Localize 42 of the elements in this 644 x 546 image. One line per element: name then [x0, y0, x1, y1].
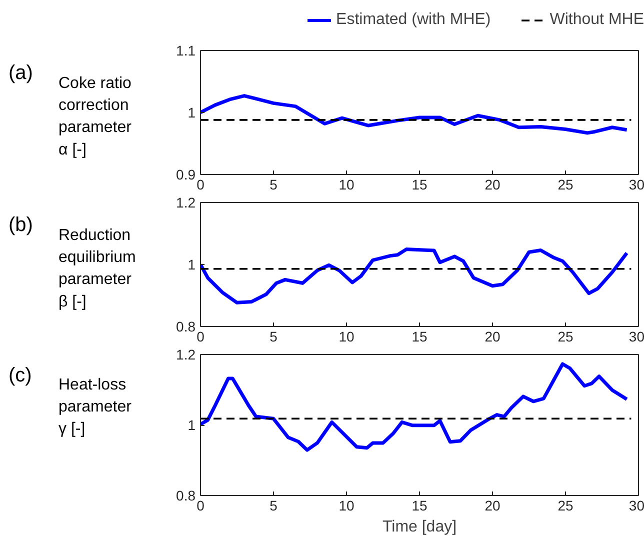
y-axis-title: Heat-loss parameter γ [-] [58, 376, 132, 438]
y-tick-label: 1.2 [176, 346, 196, 362]
line-series [200, 362, 629, 452]
x-tick-label: 20 [484, 328, 500, 344]
y-tick-label: 0.8 [176, 488, 196, 504]
y-tick-label: 1.2 [176, 194, 196, 210]
x-tick-label: 30 [628, 176, 644, 192]
x-tick-label: 10 [338, 176, 354, 192]
line-series [200, 248, 629, 304]
text: (c) [8, 364, 32, 387]
x-tick-label: 0 [196, 328, 205, 344]
x-tick-label: 25 [558, 176, 574, 192]
x-tick-label: 10 [338, 328, 354, 344]
x-tick-label: 25 [558, 498, 574, 514]
x-axis-title: Time [day] [382, 518, 457, 536]
x-tick-label: 15 [412, 176, 428, 192]
y-tick-label: 0.9 [176, 166, 196, 182]
x-tick-label: 5 [270, 328, 278, 344]
x-tick-label: 20 [484, 176, 500, 192]
x-tick-label: 10 [338, 498, 354, 514]
x-tick-label: 30 [628, 498, 644, 514]
y-axis-title: Coke ratio correction parameter α [-] [58, 74, 132, 158]
x-tick-label: 0 [196, 498, 205, 514]
legend-label: Estimated (with MHE) [336, 11, 491, 29]
y-tick-label: 1 [188, 104, 196, 120]
x-tick-label: 5 [270, 498, 278, 514]
legend-label: Without MHE [550, 11, 644, 29]
x-tick-label: 25 [558, 328, 574, 344]
y-tick-label: 1 [188, 256, 196, 272]
y-tick-label: 0.8 [176, 318, 196, 334]
x-tick-label: 0 [196, 176, 205, 192]
x-tick-label: 15 [412, 498, 428, 514]
y-tick-label: 1.1 [176, 42, 196, 58]
x-tick-label: 30 [628, 328, 644, 344]
y-axis-title: Reduction equilibrium parameter β [-] [58, 226, 136, 310]
x-tick-label: 5 [270, 176, 278, 192]
line-series [200, 94, 629, 135]
text: (a) [8, 62, 33, 84]
y-tick-label: 1 [188, 417, 196, 433]
text: (b) [8, 214, 33, 236]
x-tick-label: 20 [484, 498, 500, 514]
x-tick-label: 15 [412, 328, 428, 344]
